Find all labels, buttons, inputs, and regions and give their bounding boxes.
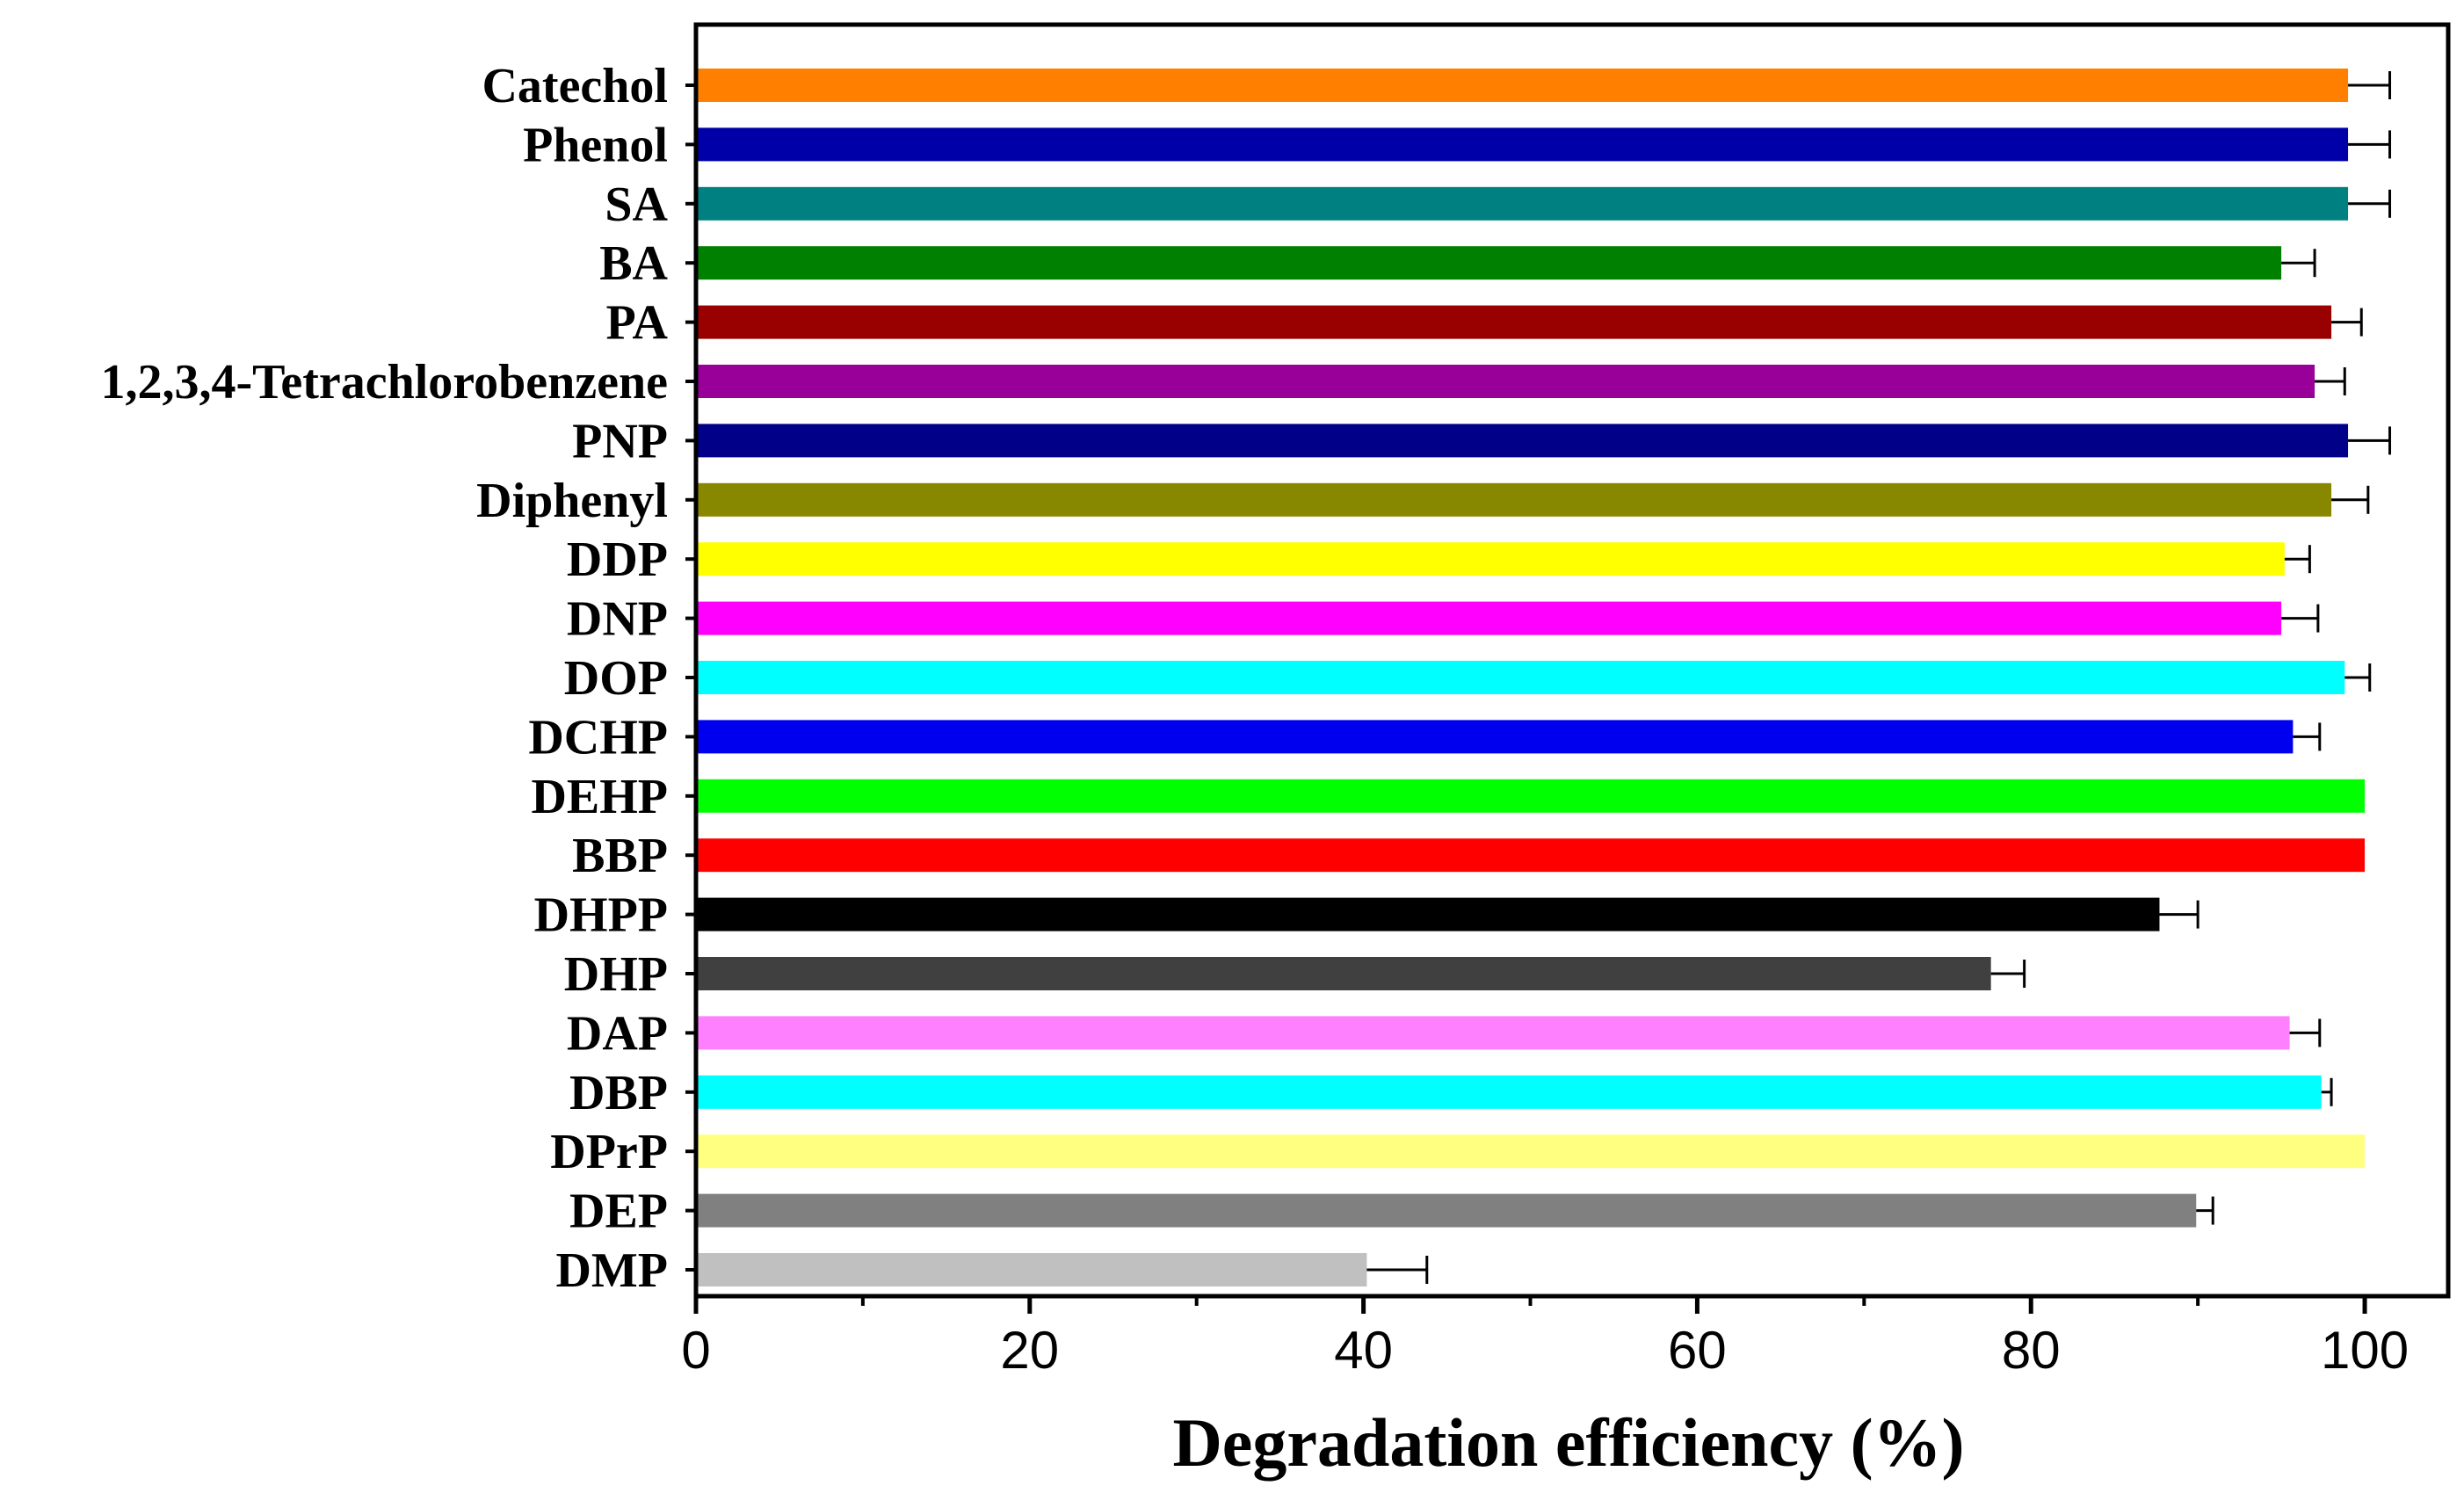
bar-pa xyxy=(696,305,2332,339)
bar-dop xyxy=(696,661,2345,694)
category-label-catechol: Catechol xyxy=(482,59,668,113)
bar-dbp xyxy=(696,1075,2322,1109)
category-label-sa: SA xyxy=(605,178,668,232)
bar-1-2-3-4-tetrachlorobenzene xyxy=(696,365,2315,398)
category-label-diphenyl: Diphenyl xyxy=(476,474,668,528)
category-label-dhp: DHP xyxy=(564,947,668,1002)
bar-sa xyxy=(696,186,2349,221)
bar-dap xyxy=(696,1016,2290,1050)
bar-pnp xyxy=(696,424,2349,458)
error-bars-layer xyxy=(1366,71,2392,1284)
ticks-layer: 0 20 40 60 80 100 xyxy=(681,83,2409,1380)
x-tick-label: 20 xyxy=(1000,1321,1059,1380)
x-tick-label: 60 xyxy=(1668,1321,1727,1380)
category-label-phenol: Phenol xyxy=(523,118,668,172)
bars-layer xyxy=(696,69,2366,1286)
category-label-dnp: DNP xyxy=(567,592,668,647)
bar-phenol xyxy=(696,127,2349,162)
bar-ba xyxy=(696,246,2282,280)
bar-catechol xyxy=(696,69,2349,102)
category-label-1-2-3-4-tetrachlorobenzene: 1,2,3,4-Tetrachlorobenzene xyxy=(101,355,668,409)
x-tick-label: 100 xyxy=(2321,1321,2409,1380)
bar-dprp xyxy=(696,1134,2366,1169)
x-tick-label: 0 xyxy=(681,1321,710,1380)
category-label-ddp: DDP xyxy=(567,533,668,587)
category-label-dmp: DMP xyxy=(555,1243,668,1298)
category-label-dbp: DBP xyxy=(569,1066,668,1120)
category-label-dep: DEP xyxy=(569,1185,668,1239)
bar-dehp xyxy=(696,779,2366,813)
bar-diphenyl xyxy=(696,482,2332,517)
x-tick-label: 80 xyxy=(2002,1321,2061,1380)
bar-dhpp xyxy=(696,897,2160,931)
bar-ddp xyxy=(696,542,2285,576)
category-label-dehp: DEHP xyxy=(531,770,668,824)
bar-dchp xyxy=(696,720,2294,754)
category-label-dop: DOP xyxy=(564,651,668,706)
bar-dnp xyxy=(696,601,2282,635)
category-label-bbp: BBP xyxy=(572,829,668,883)
category-label-dchp: DCHP xyxy=(528,710,668,765)
plot-frame xyxy=(693,22,2451,1299)
x-tick-label: 40 xyxy=(1334,1321,1393,1380)
x-axis-title: Degradation efficiency (%) xyxy=(1172,1404,1964,1481)
bar-dep xyxy=(696,1193,2197,1228)
bar-dhp xyxy=(696,957,1991,990)
category-label-pnp: PNP xyxy=(572,414,668,468)
bar-dmp xyxy=(696,1253,1367,1286)
category-label-ba: BA xyxy=(599,236,668,291)
category-label-pa: PA xyxy=(606,296,669,351)
category-label-dprp: DPrP xyxy=(550,1125,668,1179)
category-label-dhpp: DHPP xyxy=(534,888,668,943)
category-label-dap: DAP xyxy=(567,1006,668,1061)
bar-bbp xyxy=(696,838,2366,873)
